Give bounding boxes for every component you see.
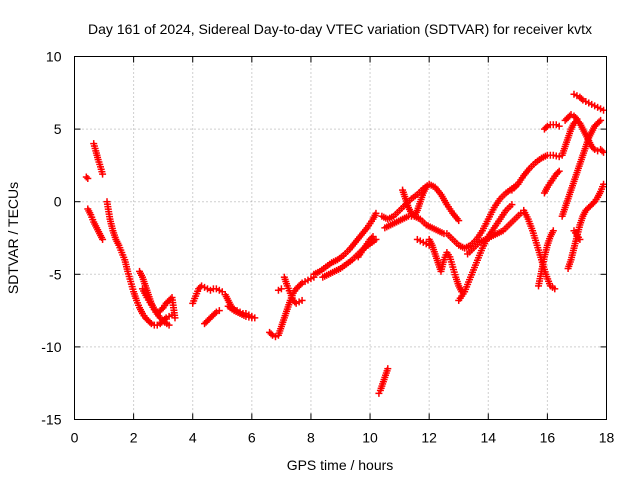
x-tick-label: 14	[480, 430, 496, 446]
data-point	[425, 241, 433, 249]
data-point	[600, 106, 608, 114]
x-tick-label: 16	[540, 430, 556, 446]
data-point	[99, 235, 107, 243]
data-point	[99, 170, 107, 178]
data-point	[211, 310, 219, 318]
data-point	[551, 285, 559, 293]
data-point	[84, 174, 92, 182]
data-point	[146, 318, 154, 326]
data-point	[554, 169, 562, 177]
data-point	[549, 227, 557, 235]
data-point	[555, 122, 563, 130]
data-point	[571, 113, 579, 121]
data-point	[368, 234, 376, 242]
y-tick-label: -5	[49, 266, 62, 282]
x-tick-label: 0	[71, 430, 79, 446]
data-point	[573, 115, 581, 123]
data-point	[577, 95, 585, 103]
plot-frame	[74, 56, 607, 420]
data-point	[267, 330, 275, 338]
data-point	[555, 167, 563, 175]
y-tick-labels: -15 -10 -5 0 5 10	[41, 49, 61, 428]
data-point	[297, 280, 305, 288]
data-point	[372, 209, 380, 217]
x-tick-label: 10	[362, 430, 378, 446]
y-axis-label: SDTVAR / TECUs	[5, 182, 21, 294]
x-tick-label: 6	[248, 430, 256, 446]
chart-title: Day 161 of 2024, Sidereal Day-to-day VTE…	[88, 21, 592, 37]
data-point	[589, 144, 597, 152]
x-tick-label: 8	[307, 430, 315, 446]
data-point	[158, 305, 166, 313]
data-point	[589, 199, 597, 207]
data-point	[369, 233, 377, 241]
y-tick-label: -15	[41, 412, 61, 428]
data-point	[600, 148, 608, 156]
data-point	[298, 296, 306, 304]
data-point	[597, 116, 605, 124]
data-point	[598, 147, 606, 155]
data-point	[82, 173, 90, 181]
x-axis-label: GPS time / hours	[287, 457, 394, 473]
data-point	[215, 307, 223, 315]
y-tick-label: 5	[54, 121, 62, 137]
grid-lines	[74, 56, 607, 420]
x-tick-label: 18	[599, 430, 615, 446]
data-points	[82, 90, 608, 397]
data-point	[422, 183, 430, 191]
data-point	[542, 124, 550, 132]
data-point	[600, 180, 608, 188]
axis-ticks	[74, 56, 607, 420]
x-tick-label: 12	[421, 430, 437, 446]
data-point	[508, 201, 516, 209]
data-point	[277, 285, 285, 293]
data-point	[165, 321, 173, 329]
data-point	[384, 365, 392, 373]
data-point	[171, 314, 179, 322]
x-tick-labels: 0 2 4 6 8 10 12 14 16 18	[71, 430, 615, 446]
x-tick-label: 4	[189, 430, 197, 446]
data-point	[576, 235, 584, 243]
x-tick-label: 2	[130, 430, 138, 446]
data-point	[248, 314, 256, 322]
data-point	[455, 217, 463, 225]
data-point	[595, 118, 603, 126]
y-tick-label: -10	[41, 339, 61, 355]
y-tick-label: 10	[46, 49, 62, 65]
y-tick-label: 0	[54, 194, 62, 210]
